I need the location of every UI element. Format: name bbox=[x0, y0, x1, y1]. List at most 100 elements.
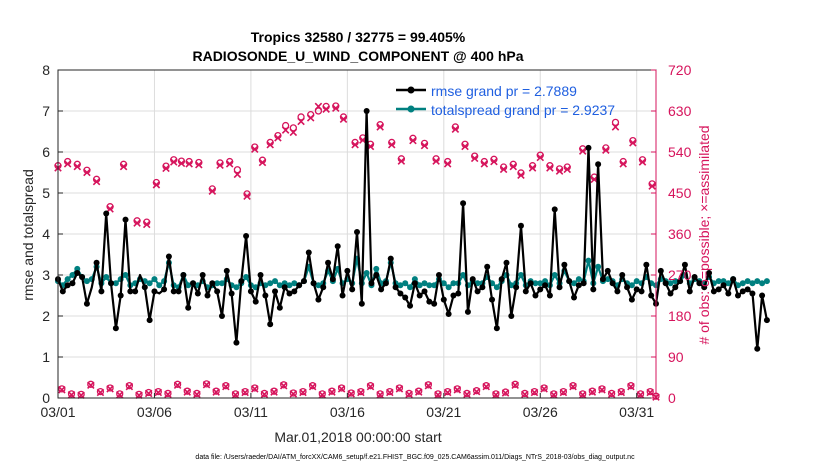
obs-assimilated-stroke bbox=[443, 388, 452, 397]
series-rmse-point bbox=[243, 233, 250, 240]
series-rmse-point bbox=[513, 284, 520, 291]
series-totalspread-point bbox=[397, 282, 404, 289]
obs-assimilated-stroke bbox=[322, 105, 330, 113]
obs-assimilated-marker bbox=[63, 160, 72, 168]
series-totalspread-point bbox=[218, 280, 225, 287]
obs-assimilated-marker bbox=[482, 382, 491, 391]
series-rmse-point bbox=[749, 290, 756, 297]
obs-assimilated-marker bbox=[250, 145, 259, 154]
series-totalspread-point bbox=[749, 280, 756, 287]
series-rmse-point bbox=[373, 272, 380, 278]
series-totalspread-point bbox=[585, 257, 592, 264]
obs-assimilated-stroke bbox=[451, 125, 460, 133]
series-rmse-point bbox=[464, 308, 471, 315]
obs-assimilated-stroke bbox=[96, 388, 105, 397]
obs-possible-marker bbox=[222, 382, 230, 390]
series-rmse-point bbox=[276, 304, 283, 311]
series-rmse-point bbox=[127, 288, 134, 295]
series-rmse-point bbox=[223, 267, 230, 274]
series-rmse-point bbox=[474, 288, 481, 295]
obs-assimilated-stroke bbox=[629, 139, 637, 147]
obs-possible-marker bbox=[511, 380, 519, 388]
series-totalspread-point bbox=[363, 269, 370, 276]
obs-assimilated-stroke bbox=[588, 388, 597, 396]
obs-possible-marker bbox=[241, 387, 249, 396]
series-totalspread-point bbox=[445, 284, 452, 291]
series-totalspread-point bbox=[272, 278, 279, 285]
obs-assimilated-stroke bbox=[250, 385, 259, 393]
series-totalspread-point bbox=[286, 282, 293, 289]
series-rmse-point bbox=[503, 259, 510, 266]
obs-assimilated-marker bbox=[328, 388, 336, 396]
series-rmse-point bbox=[744, 286, 751, 293]
obs-possible-marker bbox=[328, 387, 336, 395]
obs-assimilated-marker bbox=[549, 391, 558, 399]
obs-assimilated-marker bbox=[154, 388, 163, 397]
obs-assimilated-stroke bbox=[77, 391, 85, 400]
obs-assimilated-stroke bbox=[511, 381, 519, 390]
obs-assimilated-marker bbox=[432, 157, 440, 165]
obs-assimilated-marker bbox=[270, 388, 278, 396]
obs-assimilated-marker bbox=[152, 181, 161, 189]
series-rmse-point bbox=[624, 284, 631, 291]
obs-assimilated-stroke bbox=[133, 219, 141, 227]
obs-assimilated-stroke bbox=[73, 162, 82, 171]
obs-assimilated-stroke bbox=[559, 388, 568, 397]
series-rmse-point bbox=[397, 290, 404, 297]
series-rmse-point bbox=[315, 296, 322, 303]
obs-assimilated-stroke bbox=[222, 382, 230, 391]
series-rmse-point bbox=[643, 261, 650, 268]
obs-assimilated-marker bbox=[177, 159, 186, 168]
series-totalspread-point bbox=[407, 284, 414, 291]
obs-possible-marker bbox=[202, 380, 211, 388]
obs-assimilated-stroke bbox=[266, 140, 274, 149]
y-axis-right-label: # of obs: o=possible; ×=assimilated bbox=[696, 125, 712, 344]
obs-assimilated-marker bbox=[646, 388, 654, 397]
obs-assimilated-stroke bbox=[92, 177, 101, 186]
obs-assimilated-stroke bbox=[405, 390, 413, 399]
obs-assimilated-stroke bbox=[83, 168, 91, 177]
obs-possible-marker bbox=[96, 387, 105, 396]
series-rmse-point bbox=[117, 292, 124, 299]
obs-assimilated-stroke bbox=[233, 170, 242, 179]
series-rmse-point bbox=[344, 267, 351, 274]
obs-assimilated-marker bbox=[607, 390, 616, 399]
series-totalspread-point bbox=[537, 280, 544, 287]
series-rmse-point bbox=[763, 317, 770, 324]
obs-possible-marker bbox=[67, 390, 76, 398]
series-rmse-point bbox=[672, 284, 679, 291]
obs-assimilated-stroke bbox=[169, 158, 178, 166]
series-totalspread-point bbox=[267, 280, 274, 287]
obs-assimilated-marker bbox=[162, 164, 170, 173]
obs-assimilated-marker bbox=[308, 382, 317, 391]
series-rmse-point bbox=[349, 286, 356, 293]
obs-assimilated-stroke bbox=[162, 164, 170, 173]
obs-assimilated-stroke bbox=[555, 167, 564, 175]
obs-possible-marker bbox=[376, 390, 384, 398]
obs-assimilated-stroke bbox=[152, 181, 161, 189]
series-rmse-point bbox=[392, 284, 399, 291]
obs-assimilated-marker bbox=[536, 153, 545, 162]
obs-possible-marker bbox=[308, 382, 317, 390]
obs-assimilated-stroke bbox=[208, 187, 217, 195]
legend-spread-label: totalspread grand pr = 2.9237 bbox=[431, 102, 615, 118]
series-rmse-point bbox=[300, 278, 307, 285]
series-rmse-point bbox=[599, 276, 606, 283]
obs-assimilated-stroke bbox=[395, 385, 404, 393]
obs-assimilated-marker bbox=[540, 385, 548, 393]
series-line-layer bbox=[55, 108, 770, 352]
series-rmse-point bbox=[146, 317, 153, 324]
obs-assimilated-stroke bbox=[281, 126, 290, 134]
series-totalspread-point bbox=[122, 272, 129, 278]
obs-assimilated-marker bbox=[225, 160, 234, 168]
legend-spread-marker bbox=[407, 105, 415, 113]
obs-assimilated-marker bbox=[559, 388, 568, 397]
series-totalspread-point bbox=[628, 282, 635, 289]
series-totalspread-point bbox=[725, 280, 732, 287]
obs-possible-marker bbox=[366, 382, 375, 390]
y-right-tick-label: 0 bbox=[668, 390, 676, 406]
obs-assimilated-marker bbox=[563, 165, 572, 174]
obs-assimilated-marker bbox=[434, 391, 442, 399]
obs-assimilated-stroke bbox=[241, 388, 249, 397]
